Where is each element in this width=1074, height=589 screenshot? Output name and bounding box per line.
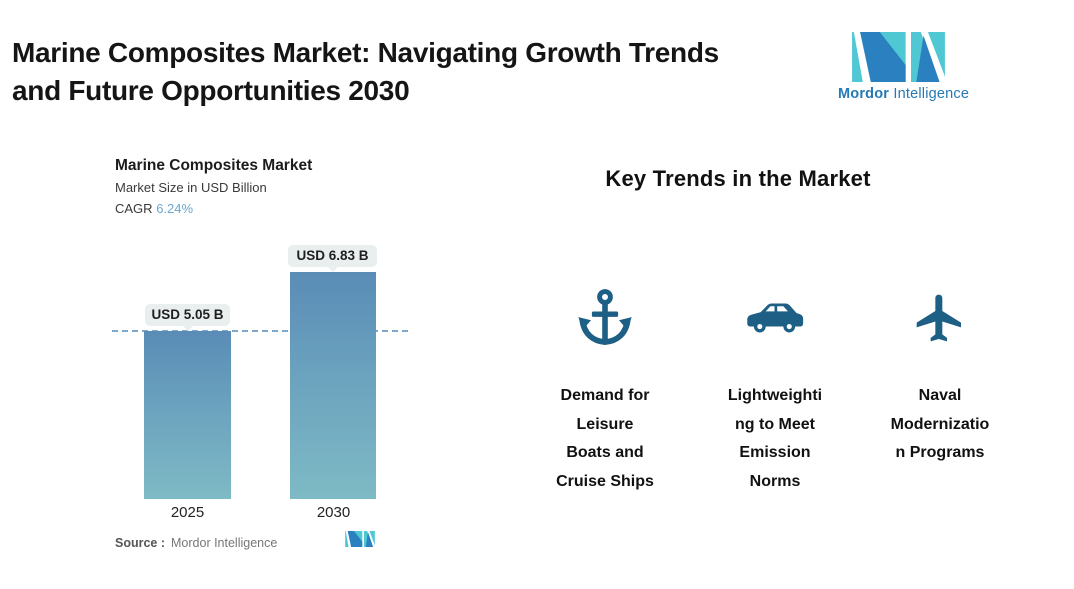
cagr-value: 6.24% [156, 201, 194, 216]
mini-logo-icon [345, 531, 375, 552]
brand-name: Mordor Intelligence [838, 86, 969, 102]
bar-2030 [290, 272, 376, 499]
trend-label: Demand for Leisure Boats and Cruise Ship… [556, 387, 654, 490]
x-axis-label-2025: 2025 [170, 504, 205, 521]
chart-subtitle: Market Size in USD Billion [115, 180, 267, 195]
trends-heading: Key Trends in the Market [605, 166, 871, 191]
chart-title: Marine Composites Market [115, 157, 313, 174]
chart-cagr: CAGR 6.24% [115, 198, 312, 219]
brand-logo-block: Mordor Intelligence [838, 32, 969, 102]
mordor-intelligence-logo-icon [838, 32, 958, 82]
trend-label: Naval Modernizatio n Programs [890, 387, 990, 461]
brand-name-light: Intelligence [893, 86, 970, 102]
source-row: Source : Mordor Intelligence [115, 536, 277, 550]
car-icon [700, 282, 850, 354]
plane-icon [865, 282, 1015, 354]
trend-item-lightweighting: Lightweighti ng to Meet Emission Norms [700, 282, 850, 496]
trend-item-leisure-boats: Demand for Leisure Boats and Cruise Ship… [530, 282, 680, 496]
page-title: Marine Composites Market: Navigating Gro… [12, 37, 719, 106]
source-label: Source : [115, 536, 166, 550]
reference-dashed-line [112, 330, 408, 332]
trend-label: Lightweighti ng to Meet Emission Norms [727, 387, 823, 490]
value-callout-2025: USD 5.05 B [145, 304, 230, 331]
trend-item-naval-modernization: Naval Modernizatio n Programs [865, 282, 1015, 468]
value-callout-2030: USD 6.83 B [288, 245, 377, 272]
chart-header: Marine Composites Market Market Size in … [115, 155, 312, 219]
brand-name-bold: Mordor [838, 86, 890, 102]
cagr-label: CAGR [115, 201, 153, 216]
anchor-icon [530, 282, 680, 354]
source-value: Mordor Intelligence [171, 536, 278, 550]
bar-2025 [144, 331, 231, 499]
x-axis-label-2030: 2030 [316, 504, 351, 521]
logo-m-glyph [851, 32, 945, 82]
